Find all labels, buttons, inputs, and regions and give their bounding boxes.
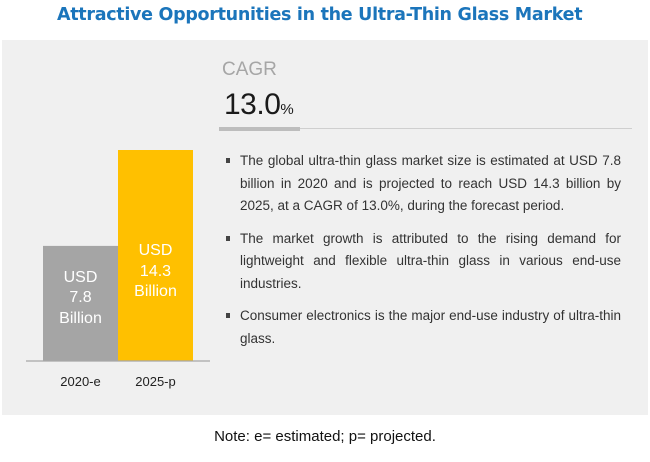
key-points-list: The global ultra-thin glass market size … bbox=[226, 150, 621, 360]
bullet-square-icon bbox=[226, 313, 230, 318]
cagr-unit: % bbox=[280, 101, 294, 118]
bar-data-label-2025-p: USD 14.3 Billion bbox=[118, 241, 193, 303]
bar-data-label-line: USD bbox=[63, 268, 98, 286]
page-title: Attractive Opportunities in the Ultra-Th… bbox=[57, 5, 583, 25]
tick-label-2020: 2020-e bbox=[60, 374, 101, 389]
key-point: The market growth is attributed to the r… bbox=[226, 228, 621, 296]
key-point: Consumer electronics is the major end-us… bbox=[226, 305, 621, 350]
bar-data-label-line: Billion bbox=[59, 309, 102, 327]
cagr-number: 13.0 bbox=[224, 88, 281, 121]
bar-data-label-2020-e: USD 7.8 Billion bbox=[43, 268, 118, 330]
bullet-square-icon bbox=[226, 235, 230, 241]
bar-data-label-line: USD bbox=[138, 242, 173, 259]
cagr-divider-accent bbox=[219, 127, 300, 131]
bar-data-label-line: 7.8 bbox=[69, 289, 92, 307]
cagr-divider bbox=[219, 128, 632, 129]
key-point-text: Consumer electronics is the major end-us… bbox=[240, 308, 621, 346]
bullet-square-icon bbox=[226, 158, 230, 163]
bar-2020-e bbox=[43, 245, 118, 361]
bar-data-label-line: 14.3 bbox=[139, 262, 172, 280]
tick-label-2025: 2025-p bbox=[135, 374, 176, 389]
cagr-value: 13.0% bbox=[224, 88, 294, 122]
bar-2025-p bbox=[118, 150, 193, 361]
bar-data-label-line: Billion bbox=[134, 283, 177, 300]
footnote: Note: e= estimated; p= projected. bbox=[214, 428, 436, 445]
key-point: The global ultra-thin glass market size … bbox=[226, 150, 621, 218]
cagr-label: CAGR bbox=[222, 59, 277, 80]
key-point-text: The global ultra-thin glass market size … bbox=[240, 153, 621, 213]
key-point-text: The market growth is attributed to the r… bbox=[240, 230, 621, 291]
